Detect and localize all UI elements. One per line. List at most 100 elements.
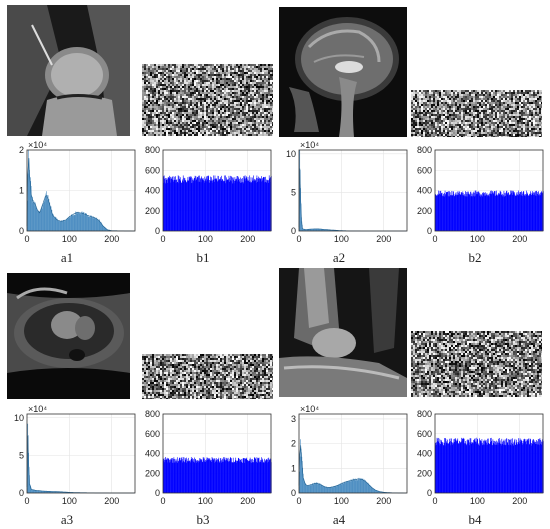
- y-tick-label: 5: [19, 450, 24, 460]
- histogram-bar: [250, 462, 251, 493]
- histogram-bar: [57, 220, 59, 231]
- y-tick-label: 5: [291, 187, 296, 197]
- histogram-bar: [102, 225, 104, 231]
- histogram-bar: [232, 457, 234, 493]
- histogram-bar: [188, 461, 190, 493]
- histogram-bar: [67, 217, 69, 231]
- histogram-bar: [57, 491, 59, 493]
- histogram-bar: [61, 220, 62, 231]
- histogram-bar: [223, 457, 224, 493]
- histogram-bar: [64, 492, 66, 493]
- histogram-bar: [323, 486, 325, 493]
- histogram-bar: [232, 177, 233, 231]
- histogram-bar: [542, 439, 543, 493]
- histogram-bar: [382, 491, 383, 493]
- histogram-bar: [253, 175, 254, 231]
- histogram-bar: [310, 484, 311, 493]
- noise-image-b4: [411, 331, 542, 397]
- histogram-bar: [245, 458, 247, 493]
- histogram-bar: [313, 228, 315, 231]
- histogram-bar: [308, 229, 309, 231]
- histogram-bar: [443, 445, 444, 493]
- histogram-bar: [199, 458, 201, 493]
- histogram-bar: [535, 195, 536, 231]
- histogram-bar: [332, 486, 333, 493]
- x-tick-label: 200: [376, 496, 391, 506]
- histogram-bar: [198, 175, 199, 231]
- x-tick-label: 100: [334, 496, 349, 506]
- histogram-bar: [326, 229, 328, 231]
- histogram-bar: [364, 480, 365, 493]
- histogram-bar: [259, 461, 261, 493]
- histogram-bar: [331, 486, 332, 493]
- histogram-bar: [64, 491, 65, 493]
- histogram-bar: [466, 196, 467, 231]
- histogram-bar: [498, 438, 499, 493]
- histogram-bar: [359, 477, 361, 493]
- histogram-bar: [226, 459, 228, 493]
- histogram-bar: [180, 182, 182, 231]
- histogram-bar: [65, 219, 67, 231]
- histogram-bar: [176, 462, 177, 493]
- histogram-bar: [173, 457, 175, 493]
- histogram-bar: [187, 177, 189, 231]
- x-tick-label: 0: [432, 234, 437, 244]
- histogram-bar: [517, 194, 519, 231]
- histogram-bar: [35, 490, 37, 493]
- histogram-bar: [320, 485, 322, 493]
- histogram-bar: [235, 460, 236, 493]
- histogram-bar: [518, 190, 519, 231]
- histogram-bar: [253, 459, 255, 493]
- histogram-bar: [533, 442, 535, 493]
- histogram-bar: [228, 462, 229, 493]
- histogram-bar: [374, 489, 376, 493]
- histogram-bar: [509, 194, 511, 231]
- histogram-bar: [517, 444, 519, 493]
- histogram-bar: [242, 182, 244, 231]
- histogram-bar: [514, 194, 516, 231]
- histogram-bar: [164, 182, 166, 231]
- histogram-bar: [106, 228, 107, 231]
- histogram-bar: [530, 438, 531, 493]
- histogram-bar: [27, 200, 29, 231]
- histogram-bar: [311, 485, 312, 493]
- histogram-bar: [196, 461, 198, 493]
- histogram-bar: [454, 196, 455, 231]
- histogram-bar: [254, 180, 256, 231]
- histogram-bar: [334, 486, 335, 493]
- histogram-bar: [171, 178, 172, 231]
- histogram-bar: [470, 442, 471, 493]
- histogram-bar: [218, 462, 220, 493]
- histogram-bar: [34, 490, 36, 493]
- histogram-bar: [201, 459, 203, 493]
- histogram-bar: [354, 479, 356, 493]
- histogram-bar: [373, 489, 375, 493]
- histogram-bar: [451, 442, 453, 493]
- histogram-bar: [196, 179, 198, 231]
- histogram-bar: [350, 479, 352, 493]
- histogram-bar: [446, 191, 448, 231]
- histogram-bar: [317, 228, 319, 231]
- histogram-bar: [501, 194, 502, 231]
- x-tick-label: 200: [376, 234, 391, 244]
- histogram-bar: [337, 484, 339, 493]
- histogram-bar: [490, 437, 492, 493]
- histogram-bar: [305, 483, 306, 493]
- histogram-bar: [40, 212, 41, 231]
- histogram-bar: [331, 229, 332, 231]
- y-tick-label: 10: [14, 413, 24, 423]
- histogram-bar: [448, 442, 450, 493]
- histogram-bar: [445, 195, 447, 231]
- histogram-bar: [197, 181, 199, 231]
- histogram-bar: [510, 444, 512, 493]
- histogram-bar: [32, 196, 33, 231]
- histogram-bar: [508, 445, 510, 493]
- histogram-bar: [183, 457, 184, 493]
- histogram-bar: [241, 178, 242, 231]
- histogram-bar: [520, 191, 521, 231]
- histogram-bar: [214, 458, 216, 493]
- histogram-bar: [187, 461, 188, 493]
- histogram-bar: [172, 458, 173, 493]
- histogram-bar: [511, 190, 512, 231]
- histogram-bar: [511, 442, 513, 493]
